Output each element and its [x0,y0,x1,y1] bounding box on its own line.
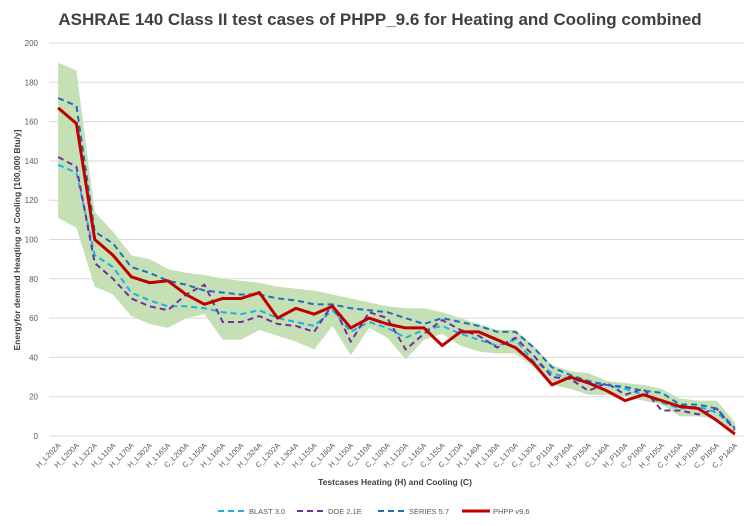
series-line-phpp-v9-6 [57,106,736,436]
y-tick-label: 120 [25,196,39,205]
y-axis-label: Energyfor demand Heaqting or Cooling [10… [12,129,22,350]
y-tick-label: 180 [25,78,39,87]
range-band [58,62,735,437]
y-tick-label: 200 [25,39,39,48]
y-tick-label: 20 [29,393,38,402]
legend-label: BLAST 3.0 [249,507,285,516]
y-tick-label: 60 [29,314,38,323]
y-tick-label: 140 [25,157,39,166]
y-tick-label: 160 [25,118,39,127]
chart-title: ASHRAE 140 Class II test cases of PHPP_9… [58,10,701,29]
series-line-series-5-7 [57,97,736,429]
y-tick-label: 100 [25,236,39,245]
y-tick-label: 80 [29,275,38,284]
y-tick-label: 40 [29,353,38,362]
series-line-doe-2-1e [57,156,736,431]
legend-label: SERIES 5.7 [409,507,449,516]
legend-label: DOE 2.1E [328,507,362,516]
x-axis-label: Testcases Heating (H) and Cooling (C) [318,477,472,487]
y-tick-label: 0 [34,432,39,441]
legend-label: PHPP v9.6 [493,507,530,516]
legend: BLAST 3.0 DOE 2.1E SERIES 5.7 PHPP v9.6 [218,507,530,516]
